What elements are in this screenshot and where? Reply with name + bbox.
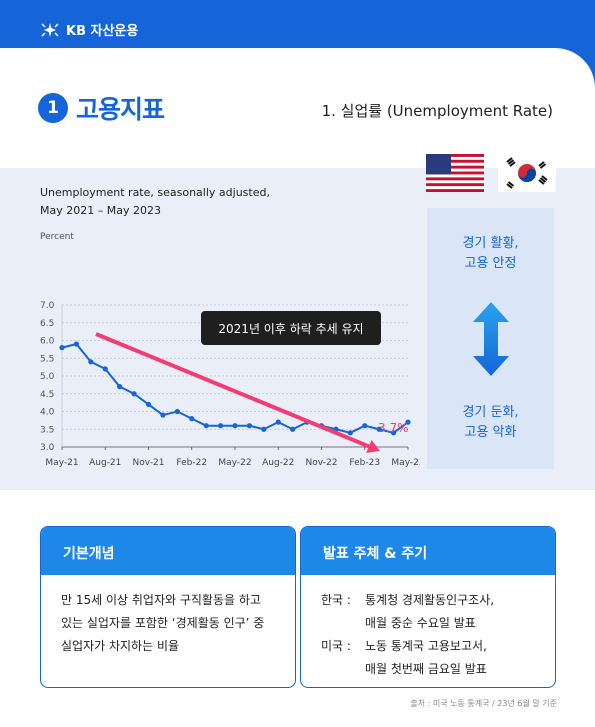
brand-logo: KB 자산운용 [40, 20, 138, 39]
release-card: 발표 주체 & 주기 한국 : 통계청 경제활동인구조사, 매월 중순 수요일 … [300, 526, 556, 688]
x-tick-label: May-21 [45, 458, 78, 468]
economy-bad-text: 경기 둔화, 고용 악화 [427, 403, 554, 443]
release-card-body: 한국 : 통계청 경제활동인구조사, 매월 중순 수요일 발표 미국 : 노동 … [301, 575, 555, 681]
section-number-badge: 1 [38, 93, 68, 123]
data-point [203, 423, 209, 429]
release-row-us: 미국 : 노동 통계국 고용보고서, [321, 635, 537, 658]
data-point [73, 341, 80, 347]
data-point [145, 401, 152, 407]
concept-line: 만 15세 이상 취업자와 구직활동을 하고 [61, 593, 261, 607]
release-row-korea: 한국 : 통계청 경제활동인구조사, [321, 589, 537, 612]
y-tick-label: 7.0 [40, 301, 55, 311]
data-point [390, 430, 397, 436]
economy-bad-line1: 경기 둔화, [462, 405, 519, 420]
data-point [376, 426, 382, 432]
data-point [59, 345, 65, 351]
data-point [232, 423, 238, 429]
data-point [217, 423, 224, 429]
korea-line2: 매월 중순 수요일 발표 [365, 616, 476, 630]
concept-card-body: 만 15세 이상 취업자와 구직활동을 하고 있는 실업자를 포함한 ‘경제활동… [41, 575, 295, 658]
x-tick-label: Nov-22 [305, 458, 337, 468]
y-tick-label: 6.0 [40, 337, 55, 347]
y-tick-label: 4.5 [40, 390, 54, 400]
data-point [290, 426, 296, 432]
chart-svg: Unemployment rate, seasonally adjusted, M… [40, 186, 420, 468]
x-tick-label: Nov-21 [132, 458, 164, 468]
release-card-title: 발표 주체 & 주기 [301, 527, 555, 575]
us-flag-icon [426, 154, 484, 192]
end-value-label: 3.7% [378, 421, 409, 435]
data-point [362, 423, 368, 429]
economy-good-line2: 고용 안정 [464, 256, 517, 271]
economy-indicator-box: 경기 활황, 고용 안정 경기 둔화, 고용 악화 [427, 208, 554, 469]
unemployment-chart: Unemployment rate, seasonally adjusted, M… [0, 168, 420, 490]
data-point [246, 423, 253, 429]
data-point [102, 366, 108, 372]
content-panel: 1 고용지표 1. 실업률 (Unemployment Rate) Unempl… [0, 48, 595, 727]
series-line [61, 342, 409, 434]
x-tick-label: May-23 [391, 458, 420, 468]
y-tick-label: 4.0 [40, 408, 55, 418]
y-tick-label: 5.0 [40, 372, 55, 382]
kb-star-icon [41, 22, 59, 37]
economy-good-text: 경기 활황, 고용 안정 [427, 234, 554, 274]
y-axis-label: Percent [40, 232, 74, 242]
source-note: 출처 : 미국 노동 통계국 / 23년 6월 말 기준 [410, 699, 557, 708]
data-point [189, 416, 195, 422]
economy-good-line1: 경기 활황, [462, 236, 519, 251]
x-tick-label: Aug-22 [262, 458, 294, 468]
data-point [131, 391, 137, 397]
data-point [117, 384, 123, 390]
data-point [347, 430, 353, 436]
y-tick-label: 5.5 [40, 354, 54, 364]
us-label: 미국 : [321, 639, 351, 653]
page-subtitle: 1. 실업률 (Unemployment Rate) [321, 102, 553, 120]
concept-line: 있는 실업자를 포함한 ‘경제활동 인구’ 중 [61, 616, 265, 630]
release-row-korea-2: 매월 중순 수요일 발표 [321, 612, 537, 635]
korea-label: 한국 : [321, 593, 351, 607]
brand-logo-text: KB 자산운용 [66, 24, 139, 39]
us-line2: 매월 첫번째 금요일 발표 [365, 662, 487, 676]
y-tick-label: 3.5 [40, 425, 54, 435]
chart-title-line1: Unemployment rate, seasonally adjusted, [40, 186, 270, 199]
data-point [88, 359, 94, 365]
concept-card-title: 기본개념 [41, 527, 295, 575]
x-tick-label: Feb-22 [176, 458, 207, 468]
us-line1: 노동 통계국 고용보고서, [365, 639, 487, 653]
economy-bad-line2: 고용 악화 [464, 425, 517, 440]
data-point [405, 419, 411, 425]
trend-arrow-line [95, 332, 372, 450]
y-tick-label: 3.0 [40, 443, 55, 453]
x-tick-label: Aug-21 [89, 458, 121, 468]
annotation-text: 2021년 이후 하락 추세 유지 [218, 322, 363, 336]
annotation-box [201, 311, 381, 345]
data-point [174, 408, 180, 415]
chart-title-line2: May 2021 – May 2023 [40, 204, 161, 217]
concept-card: 기본개념 만 15세 이상 취업자와 구직활동을 하고 있는 실업자를 포함한 … [40, 526, 296, 688]
y-tick-label: 6.5 [40, 319, 54, 329]
release-row-us-2: 매월 첫번째 금요일 발표 [321, 658, 537, 681]
korea-flag-icon [498, 154, 556, 192]
x-tick-label: May-22 [218, 458, 251, 468]
trend-arrow-head [366, 439, 380, 453]
data-point [261, 426, 267, 432]
data-point [160, 412, 166, 418]
double-arrow-icon [473, 302, 509, 376]
page-title: 고용지표 [76, 95, 165, 124]
data-point [275, 419, 281, 425]
korea-line1: 통계청 경제활동인구조사, [365, 593, 495, 607]
x-tick-label: Feb-23 [349, 458, 380, 468]
page-title-row: 1 고용지표 [38, 90, 165, 126]
concept-line: 실업자가 차지하는 비율 [61, 639, 180, 653]
